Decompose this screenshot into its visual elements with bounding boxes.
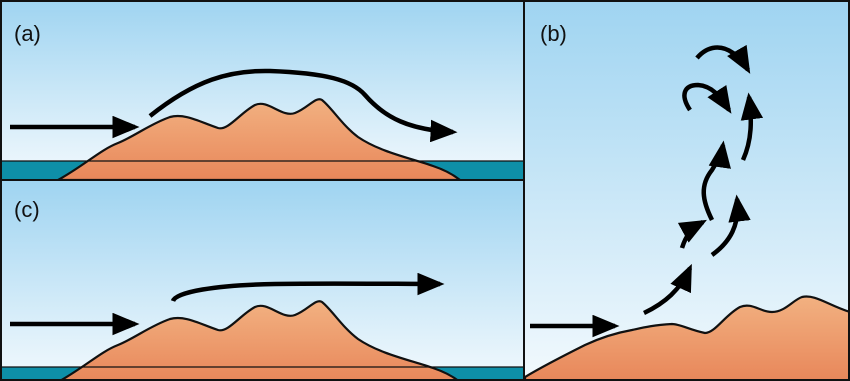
panel-a (0, 0, 523, 179)
panel-b-eddy-arrow (643, 263, 693, 316)
panel-c-flow-over-arrow (170, 272, 445, 303)
panel-b-mountain (525, 295, 850, 381)
panel-b-eddy-arrow (677, 219, 707, 249)
panel-b-eddy-arrow (695, 44, 751, 74)
panel-b-eddy-arrow (740, 92, 764, 161)
panel-c-mountain (57, 300, 461, 381)
panel-c (0, 181, 523, 381)
panel-b-eddy-arrow (710, 194, 751, 257)
panel-b-eddy-arrow (701, 140, 731, 222)
panel-b-eddy-arrow (682, 82, 732, 114)
panel-b-label: (b) (540, 21, 567, 46)
panel-a-mountain (57, 98, 461, 179)
panel-a-label: (a) (14, 21, 41, 46)
panel-a-flow-over-arrow (148, 68, 458, 143)
panel-c-label: (c) (14, 197, 40, 222)
panel-b (525, 0, 850, 381)
